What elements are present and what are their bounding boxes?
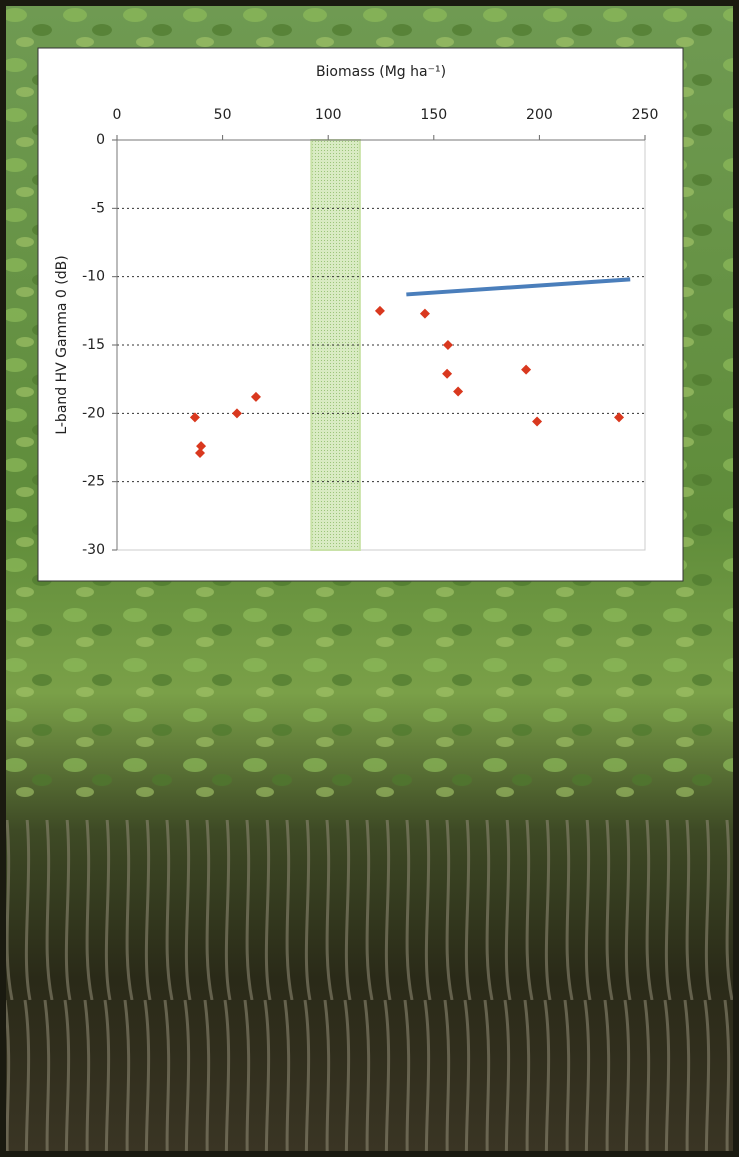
x-tick-label: 200 — [526, 107, 553, 123]
y-axis-label: L-band HV Gamma 0 (dB) — [54, 255, 70, 434]
plot-area — [117, 140, 645, 550]
y-tick-label: -20 — [82, 405, 105, 421]
x-tick-label: 100 — [315, 107, 342, 123]
y-tick-label: -5 — [91, 200, 105, 216]
roots — [6, 820, 733, 1151]
x-tick-label: 0 — [113, 107, 122, 123]
y-tick-label: 0 — [96, 132, 105, 148]
x-tick-label: 150 — [420, 107, 447, 123]
y-tick-label: -15 — [82, 337, 105, 353]
chart-title: Biomass (Mg ha⁻¹) — [316, 64, 446, 80]
x-tick-label: 50 — [214, 107, 232, 123]
page: Biomass (Mg ha⁻¹) L-band HV Gamma 0 (dB)… — [0, 0, 739, 1157]
x-tick-label: 250 — [632, 107, 659, 123]
chart: Biomass (Mg ha⁻¹) L-band HV Gamma 0 (dB)… — [0, 0, 739, 1157]
y-tick-label: -25 — [82, 474, 105, 490]
y-tick-label: -10 — [82, 269, 105, 285]
y-tick-label: -30 — [82, 542, 105, 558]
